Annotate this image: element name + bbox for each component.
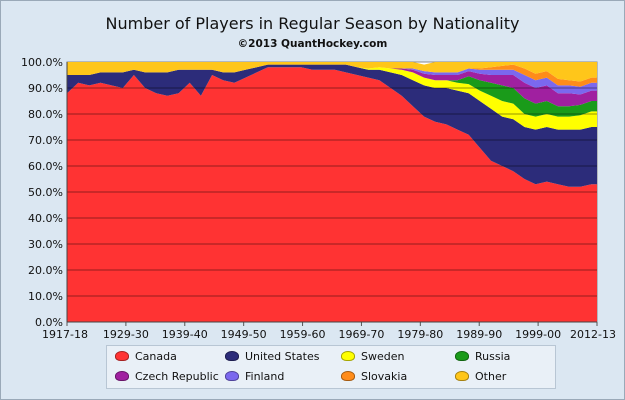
legend-item-slovakia: Slovakia — [341, 368, 407, 384]
chart-legend: Canada United States Sweden Russia Czech Rep… — [106, 345, 556, 389]
area-series-finland — [67, 64, 597, 95]
legend-item-sweden: Sweden — [341, 348, 404, 364]
legend-label: Canada — [135, 349, 177, 363]
x-tick-label: 1917-18 — [42, 328, 88, 341]
y-tick-label: 10.0% — [28, 290, 63, 303]
x-tick-label: 1949-50 — [221, 328, 267, 341]
y-tick-label: 70.0% — [28, 134, 63, 147]
area-series-other — [67, 62, 597, 82]
y-tick-label: 30.0% — [28, 238, 63, 251]
x-tick-label: 1989-90 — [456, 328, 502, 341]
legend-swatch — [225, 351, 239, 361]
area-series-canada — [67, 67, 597, 322]
x-tick-label: 1969-70 — [338, 328, 384, 341]
y-tick-label: 40.0% — [28, 212, 63, 225]
x-tick-label: 1959-60 — [280, 328, 326, 341]
legend-item-other: Other — [455, 368, 506, 384]
legend-item-czech-republic: Czech Republic — [115, 368, 219, 384]
area-series-czech-republic — [67, 64, 597, 107]
area-series-united-states — [67, 64, 597, 187]
legend-label: Finland — [245, 369, 285, 383]
legend-label: Slovakia — [361, 369, 408, 383]
legend-item-russia: Russia — [455, 348, 510, 364]
y-tick-label: 80.0% — [28, 108, 63, 121]
legend-swatch — [115, 351, 129, 361]
y-tick-label: 60.0% — [28, 160, 63, 173]
legend-label: Russia — [475, 349, 511, 363]
x-tick-label: 1939-40 — [162, 328, 208, 341]
area-series-sweden — [67, 64, 597, 130]
legend-swatch — [225, 371, 239, 381]
legend-label: Sweden — [361, 349, 405, 363]
area-series-russia — [67, 64, 597, 117]
x-tick-label: 2012-13 — [570, 328, 616, 341]
chart-subtitle: ©2013 QuantHockey.com — [237, 38, 388, 50]
legend-swatch — [455, 351, 469, 361]
legend-swatch — [341, 351, 355, 361]
y-tick-label: 90.0% — [28, 82, 63, 95]
legend-item-canada: Canada — [115, 348, 177, 364]
legend-swatch — [341, 371, 355, 381]
legend-swatch — [455, 371, 469, 381]
x-tick-label: 1979-80 — [397, 328, 443, 341]
legend-label: Czech Republic — [135, 369, 219, 383]
chart-title: Number of Players in Regular Season by N… — [105, 14, 520, 33]
y-tick-label: 50.0% — [28, 186, 63, 199]
legend-swatch — [115, 371, 129, 381]
y-tick-label: 100.0% — [21, 56, 63, 69]
legend-item-united-states: United States — [225, 348, 320, 364]
y-tick-label: 0.0% — [35, 316, 63, 329]
legend-item-finland: Finland — [225, 368, 284, 384]
x-tick-label: 1999-00 — [515, 328, 561, 341]
x-tick-label: 1929-30 — [103, 328, 149, 341]
legend-label: United States — [245, 349, 320, 363]
y-tick-label: 20.0% — [28, 264, 63, 277]
legend-label: Other — [475, 369, 507, 383]
